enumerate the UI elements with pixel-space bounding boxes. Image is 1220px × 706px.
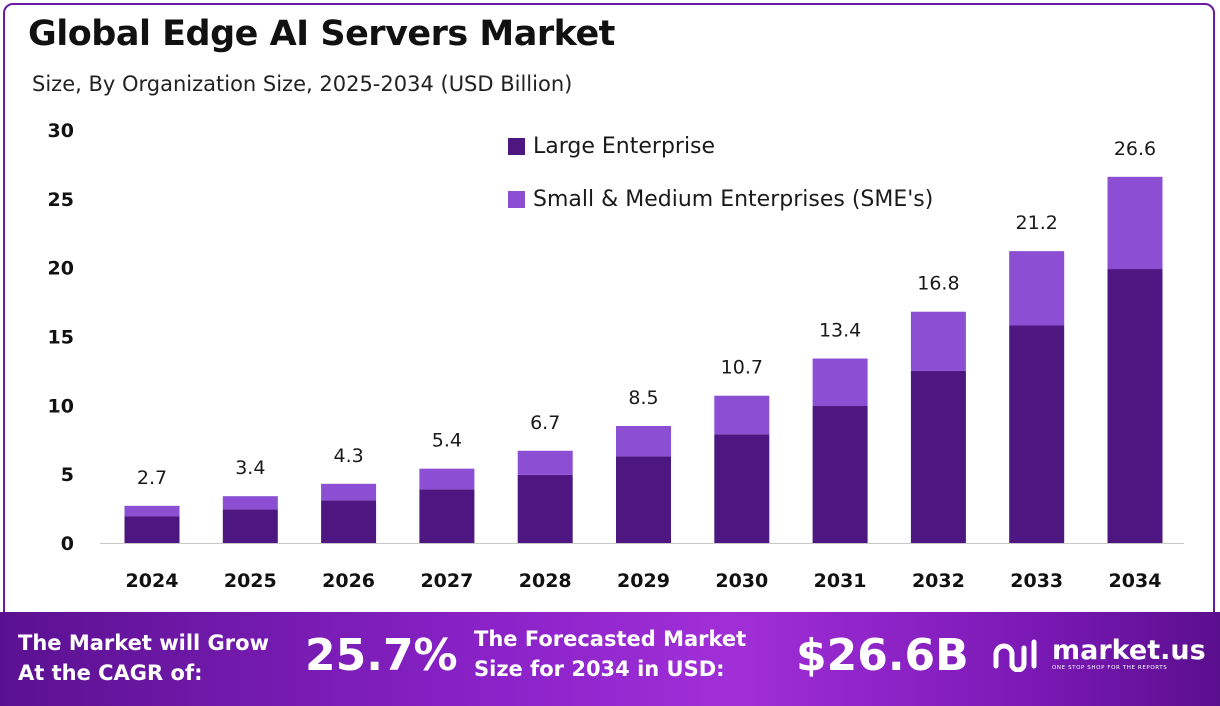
x-tick-label: 2028 — [519, 570, 572, 592]
bar-total-label: 16.8 — [917, 273, 959, 295]
y-tick-label: 10 — [48, 395, 74, 417]
chart-subtitle: Size, By Organization Size, 2025-2034 (U… — [32, 72, 573, 96]
bar-segment-large-enterprise — [910, 370, 966, 543]
cagr-value: 25.7% — [305, 630, 458, 681]
forecast-label-line2: Size for 2034 in USD: — [474, 657, 725, 681]
bar-segment-sme — [517, 450, 573, 475]
brand-tagline: ONE STOP SHOP FOR THE REPORTS — [1052, 665, 1168, 671]
forecast-label: The Forecasted Market Size for 2034 in U… — [474, 624, 746, 684]
cagr-label-line1: The Market will Grow — [18, 631, 269, 655]
cagr-label-line2: At the CAGR of: — [18, 661, 203, 685]
bar-segment-sme — [124, 505, 180, 517]
bar-total-label: 13.4 — [819, 320, 861, 342]
bar-chart: 0510152025302.720243.420254.320265.42027… — [48, 120, 1184, 592]
footer-banner: The Market will Grow At the CAGR of: 25.… — [0, 612, 1220, 706]
bar-segment-sme — [616, 425, 671, 457]
y-tick-label: 5 — [61, 464, 74, 486]
bar-segment-large-enterprise — [616, 456, 671, 543]
x-tick-label: 2029 — [617, 570, 670, 592]
chart-legend: Large Enterprise Small & Medium Enterpri… — [508, 130, 933, 236]
x-tick-label: 2031 — [814, 570, 867, 592]
y-tick-label: 25 — [48, 189, 74, 211]
forecast-value: $26.6B — [796, 630, 969, 681]
legend-label-large-enterprise: Large Enterprise — [533, 133, 716, 159]
legend-swatch-large-enterprise — [508, 137, 525, 155]
brand-logo: market.us ONE STOP SHOP FOR THE REPORTS — [992, 636, 1206, 672]
x-tick-label: 2032 — [912, 570, 965, 592]
bar-total-label: 10.7 — [721, 357, 763, 379]
bar-segment-large-enterprise — [1107, 269, 1163, 543]
x-tick-label: 2024 — [126, 570, 179, 592]
chart-title: Global Edge AI Servers Market — [28, 14, 615, 54]
legend-item-sme: Small & Medium Enterprises (SME's) — [508, 183, 933, 215]
bar-segment-sme — [1107, 176, 1163, 270]
bar-segment-sme — [222, 496, 278, 510]
x-tick-label: 2026 — [322, 570, 375, 592]
bar-segment-large-enterprise — [419, 489, 475, 543]
bar-total-label: 4.3 — [333, 445, 363, 467]
bar-segment-large-enterprise — [321, 500, 377, 543]
bar-segment-sme — [812, 358, 868, 407]
bar-segment-sme — [714, 395, 770, 435]
bar-total-label: 5.4 — [432, 430, 462, 452]
x-tick-label: 2034 — [1109, 570, 1162, 592]
bar-segment-large-enterprise — [124, 516, 180, 543]
market-us-logo-icon — [993, 639, 1037, 672]
bar-segment-sme — [321, 483, 377, 501]
legend-item-large-enterprise: Large Enterprise — [508, 130, 933, 162]
bar-segment-large-enterprise — [222, 509, 278, 543]
y-tick-label: 30 — [48, 120, 74, 142]
bar-segment-large-enterprise — [517, 474, 573, 543]
y-tick-label: 15 — [48, 327, 74, 349]
bar-total-label: 8.5 — [628, 387, 658, 409]
brand-name: market.us — [1052, 635, 1206, 666]
x-tick-label: 2030 — [715, 570, 768, 592]
y-tick-label: 20 — [48, 258, 74, 280]
bar-total-label: 26.6 — [1114, 138, 1156, 160]
bar-segment-sme — [1009, 251, 1065, 326]
forecast-label-line1: The Forecasted Market — [474, 627, 747, 651]
cagr-label: The Market will Grow At the CAGR of: — [18, 628, 269, 688]
x-tick-label: 2025 — [224, 570, 277, 592]
bar-segment-large-enterprise — [714, 434, 770, 543]
bar-segment-large-enterprise — [1009, 325, 1065, 543]
bar-segment-large-enterprise — [812, 406, 868, 543]
bar-segment-sme — [419, 468, 475, 490]
bar-total-label: 6.7 — [530, 412, 560, 434]
y-tick-label: 0 — [61, 533, 74, 555]
x-tick-label: 2033 — [1010, 570, 1063, 592]
legend-label-sme: Small & Medium Enterprises (SME's) — [533, 186, 934, 212]
bar-total-label: 2.7 — [137, 467, 167, 489]
bar-segment-sme — [910, 311, 966, 371]
x-tick-label: 2027 — [420, 570, 473, 592]
legend-swatch-sme — [508, 190, 525, 208]
bar-total-label: 3.4 — [235, 457, 265, 479]
bar-total-label: 21.2 — [1016, 212, 1058, 234]
